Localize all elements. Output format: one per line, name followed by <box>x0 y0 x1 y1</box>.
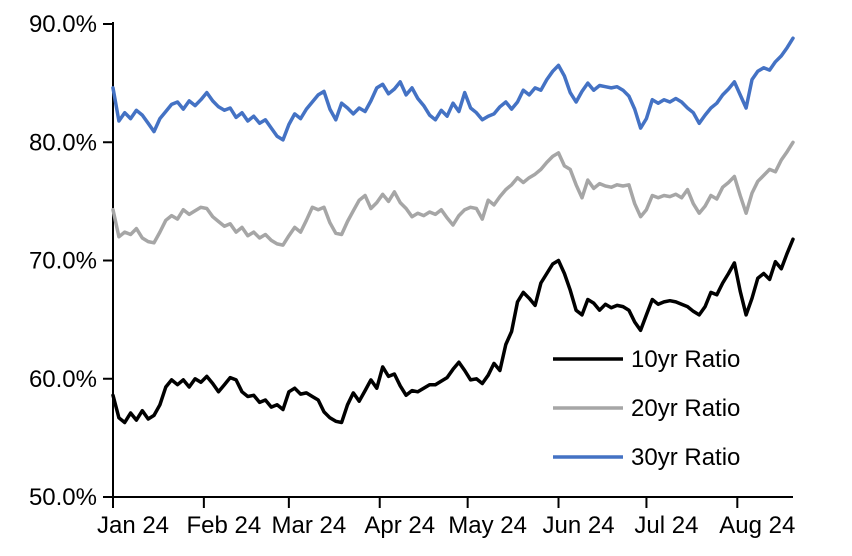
x-tick-label: Apr 24 <box>364 512 435 539</box>
x-tick-label: May 24 <box>448 512 527 539</box>
y-tick-label: 90.0% <box>29 11 97 38</box>
x-tick-label: Jul 24 <box>634 512 698 539</box>
y-tick-label: 60.0% <box>29 366 97 393</box>
legend-label-10yr-ratio: 10yr Ratio <box>631 346 740 373</box>
x-tick-label: Feb 24 <box>187 512 262 539</box>
series-line-20yr-ratio <box>111 140 795 247</box>
x-tick-label: Mar 24 <box>272 512 347 539</box>
x-tick-label: Aug 24 <box>719 512 795 539</box>
y-tick-label: 50.0% <box>29 484 97 511</box>
legend-label-20yr-ratio: 20yr Ratio <box>631 395 740 422</box>
x-tick-label: Jun 24 <box>542 512 614 539</box>
y-tick-label: 80.0% <box>29 129 97 156</box>
x-tick-label: Jan 24 <box>97 512 169 539</box>
legend-label-30yr-ratio: 30yr Ratio <box>631 444 740 471</box>
series-line-10yr-ratio <box>111 237 795 425</box>
series-line-30yr-ratio <box>111 36 795 142</box>
y-tick-label: 70.0% <box>29 248 97 275</box>
